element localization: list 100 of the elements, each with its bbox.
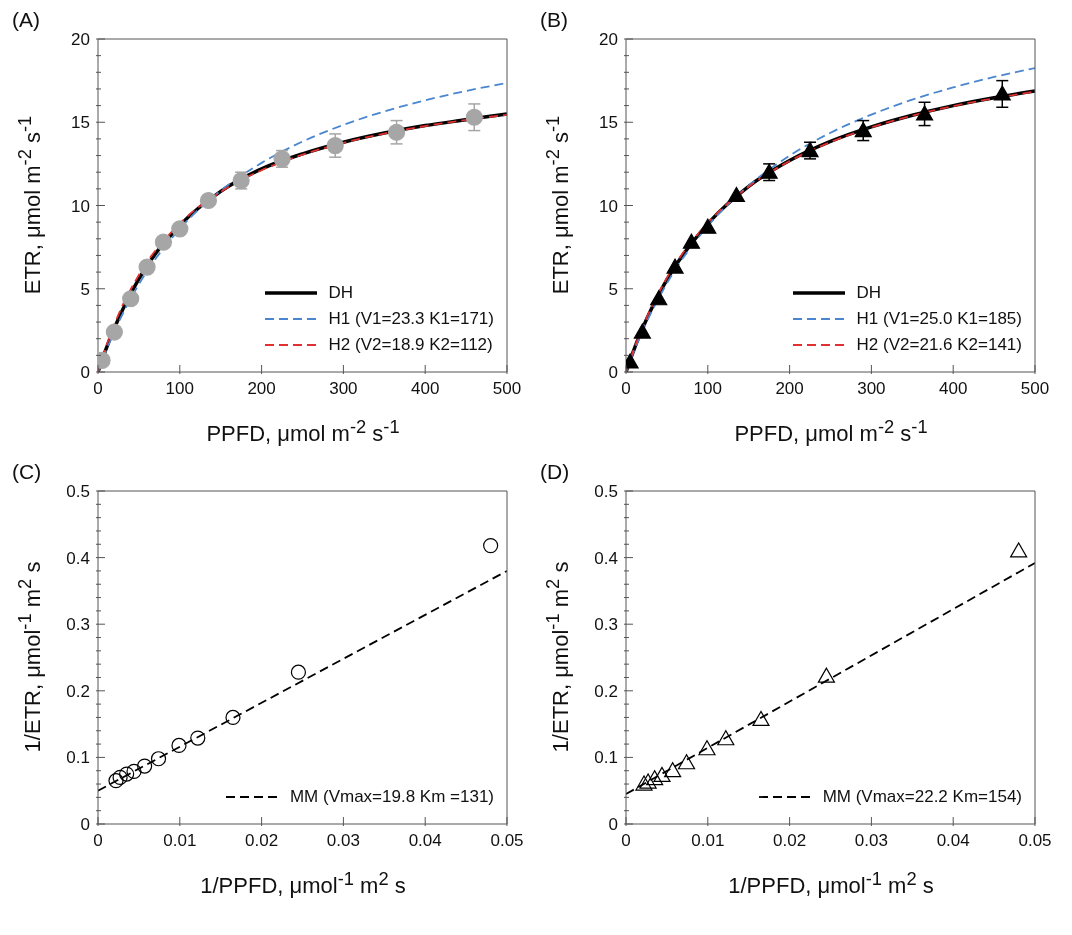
point <box>635 775 653 791</box>
point <box>666 258 684 274</box>
point <box>171 220 189 238</box>
legend-label: MM (Vmax=22.2 Km=154) <box>822 786 1022 808</box>
point <box>112 769 128 785</box>
text: (B) <box>540 8 568 31</box>
x-tick-label: 0.03 <box>326 831 360 850</box>
x-tick-label: 0.02 <box>773 831 807 850</box>
x-axis-title: PPFD, μmol m$^{-2}$ s$^{-1}$ <box>205 416 401 448</box>
point <box>483 538 499 554</box>
x-tick-label: 0.03 <box>854 831 888 850</box>
x-tick-label: 500 <box>1020 379 1050 398</box>
y-tick-label: 0.4 <box>66 548 90 568</box>
x-tick-label: 0.04 <box>936 831 970 850</box>
y-tick-label: 0 <box>608 363 618 382</box>
y-tick-label: 20 <box>71 30 90 49</box>
point <box>290 664 307 680</box>
legend-label: DH <box>328 282 354 304</box>
point <box>682 233 701 249</box>
x-tick-label: 400 <box>411 379 440 398</box>
legend-label: H1 (V1=25.0 K1=185) <box>856 308 1022 330</box>
point <box>854 121 872 138</box>
point <box>650 290 668 306</box>
point <box>465 108 483 126</box>
point <box>199 191 218 210</box>
y-tick-label: 0.5 <box>66 482 90 501</box>
x-tick-label: 0 <box>93 379 103 398</box>
x-tick-label: 0.01 <box>163 831 197 850</box>
x-tick-label: 100 <box>693 379 722 398</box>
y-tick-label: 0.3 <box>594 615 618 635</box>
y-tick-label: 0.3 <box>66 615 90 635</box>
point <box>119 766 135 782</box>
x-axis-title: 1/PPFD, μmol$^{-1}$ m$^{2}$ s <box>727 868 935 900</box>
point <box>122 290 140 308</box>
y-tick-label: 0.2 <box>66 681 90 701</box>
y-tick-label: 20 <box>599 30 618 49</box>
y-tick-label: 0.5 <box>594 482 618 501</box>
legend-label: DH <box>856 282 882 304</box>
x-tick-label: 400 <box>939 379 968 398</box>
point <box>154 233 173 251</box>
point <box>699 218 717 234</box>
point <box>225 709 241 726</box>
point <box>126 763 142 779</box>
x-tick-label: 200 <box>247 379 276 398</box>
y-tick-label: 15 <box>599 113 618 133</box>
x-tick-label: 100 <box>165 379 194 398</box>
point <box>653 766 671 782</box>
point <box>633 323 651 339</box>
point <box>150 751 167 767</box>
x-tick-label: 0 <box>621 379 631 398</box>
point <box>639 773 657 789</box>
text: (C) <box>12 460 42 483</box>
point <box>817 667 836 683</box>
point <box>105 323 123 341</box>
point <box>752 710 770 727</box>
y-tick-label: 15 <box>71 113 90 133</box>
point <box>171 737 187 754</box>
point <box>698 740 716 756</box>
y-tick-label: 10 <box>599 196 618 216</box>
y-tick-label: 10 <box>71 196 90 216</box>
y-tick-label: 0.1 <box>66 748 90 768</box>
x-tick-label: 0.01 <box>691 831 725 850</box>
legend-label: H2 (V2=18.9 K2=112) <box>328 334 493 356</box>
y-tick-label: 0.4 <box>594 548 618 568</box>
text: (D) <box>540 460 570 483</box>
y-tick-label: 0 <box>608 815 618 834</box>
point <box>646 770 664 786</box>
x-tick-label: 500 <box>492 379 522 398</box>
x-tick-label: 200 <box>775 379 804 398</box>
y-tick-label: 5 <box>80 279 90 299</box>
legend-label: H2 (V2=21.6 K2=141) <box>856 334 1022 356</box>
point <box>1010 542 1028 558</box>
x-tick-label: 300 <box>329 379 358 398</box>
x-tick-label: 300 <box>857 379 886 398</box>
legend-label: H1 (V1=23.3 K1=171) <box>328 308 494 330</box>
point <box>387 123 406 141</box>
y-tick-label: 5 <box>608 279 618 299</box>
x-tick-label: 0.04 <box>408 831 442 850</box>
x-tick-label: 0 <box>621 831 631 850</box>
point <box>677 754 696 770</box>
point <box>727 186 746 203</box>
y-tick-label: 0 <box>80 363 90 382</box>
point <box>138 258 156 276</box>
x-tick-label: 0 <box>93 831 103 850</box>
point <box>915 105 934 121</box>
text: (A) <box>12 8 40 31</box>
legend-label: MM (Vmax=19.8 Km =131) <box>289 786 494 808</box>
point <box>137 758 153 774</box>
x-tick-label: 0.05 <box>1018 831 1052 850</box>
point <box>993 85 1011 101</box>
point <box>108 773 124 789</box>
y-tick-label: 0.2 <box>594 681 618 701</box>
point <box>717 730 735 746</box>
x-tick-label: 0.02 <box>245 831 279 850</box>
x-axis-title: 1/PPFD, μmol$^{-1}$ m$^{2}$ s <box>199 868 407 900</box>
x-axis-title: PPFD, μmol m$^{-2}$ s$^{-1}$ <box>733 416 929 448</box>
y-tick-label: 0.1 <box>594 748 618 768</box>
x-tick-label: 0.05 <box>490 831 524 850</box>
y-tick-label: 0 <box>80 815 90 834</box>
point <box>190 730 206 746</box>
